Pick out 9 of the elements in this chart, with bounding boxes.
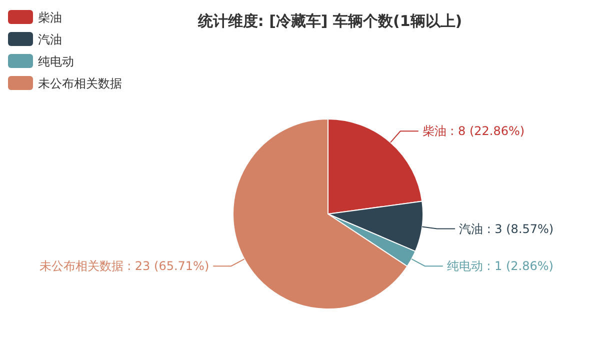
legend-label: 未公布相关数据 [38,76,122,90]
legend-label: 柴油 [38,10,62,24]
legend-label: 纯电动 [38,54,74,68]
chart-title: 统计维度: [冷藏车] 车辆个数(1辆以上) [196,12,462,30]
data-label: 纯电动 : 1 (2.86%) [446,259,554,274]
legend-label: 汽油 [38,32,62,46]
data-label: 未公布相关数据 : 23 (65.71%) [39,259,210,274]
data-label: 汽油 : 3 (8.57%) [459,222,554,236]
data-label: 柴油 : 8 (22.86%) [422,124,525,138]
